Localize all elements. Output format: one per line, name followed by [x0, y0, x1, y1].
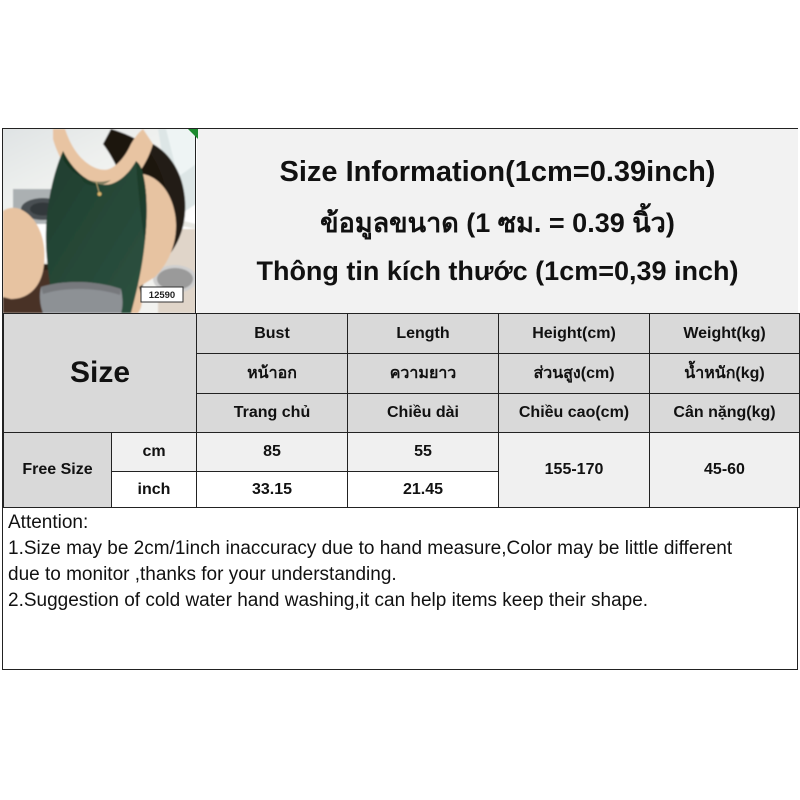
svg-text:12590: 12590 — [149, 290, 175, 301]
